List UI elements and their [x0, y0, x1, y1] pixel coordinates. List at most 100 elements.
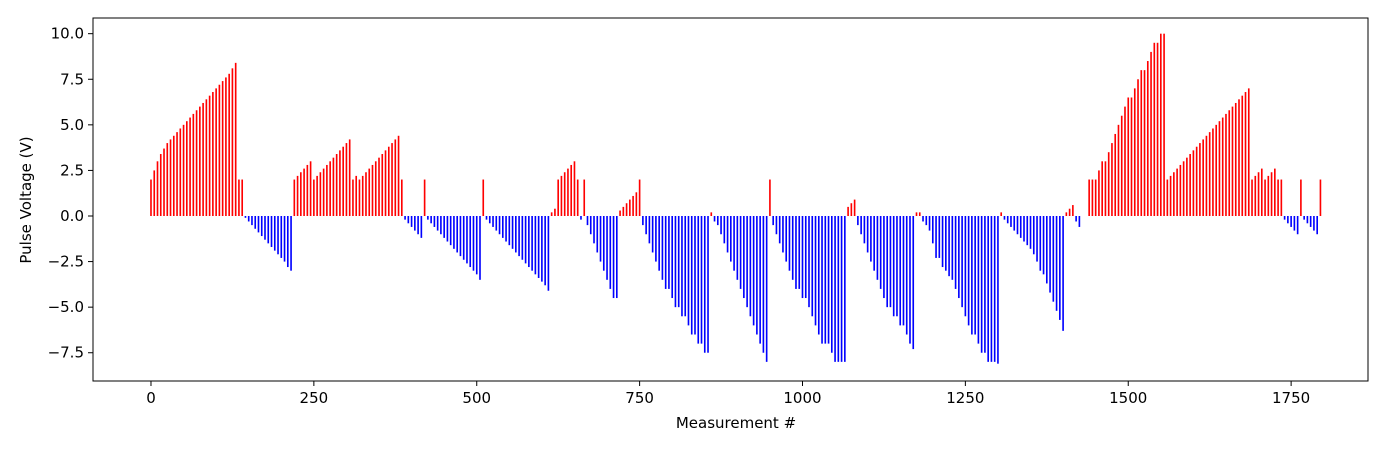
y-tick-label: −5.0	[48, 298, 84, 316]
bar	[1306, 216, 1309, 224]
bar	[863, 216, 866, 244]
bar	[821, 216, 823, 344]
x-tick-label: 1750	[1272, 389, 1310, 407]
bar	[319, 172, 322, 216]
bar	[534, 216, 537, 275]
bar	[316, 175, 318, 216]
bar	[883, 216, 885, 299]
bar	[433, 216, 436, 227]
bar	[1130, 97, 1133, 216]
bar	[1316, 216, 1318, 235]
bar	[941, 216, 944, 268]
bar	[739, 216, 742, 289]
bar	[1091, 179, 1094, 216]
bar	[1140, 70, 1143, 216]
bar	[387, 146, 390, 216]
bar	[371, 164, 374, 216]
bar	[410, 216, 413, 227]
bar	[609, 216, 612, 289]
bar	[902, 216, 905, 326]
bar	[1274, 168, 1276, 216]
bar	[508, 216, 511, 246]
bar	[958, 216, 960, 299]
bar	[518, 216, 520, 257]
bar	[1016, 216, 1019, 235]
bar	[466, 216, 468, 264]
bar	[355, 175, 358, 216]
bar	[1293, 216, 1296, 231]
bar	[964, 216, 967, 317]
bar	[651, 216, 654, 253]
bar	[303, 168, 305, 216]
bar	[1205, 135, 1208, 216]
bar	[844, 216, 846, 362]
bar	[889, 216, 892, 308]
bar	[928, 216, 931, 231]
bar	[573, 161, 576, 216]
bar	[192, 113, 195, 216]
bar	[1179, 164, 1182, 216]
bar	[1189, 154, 1191, 216]
y-tick-label: 7.5	[60, 70, 84, 88]
bar	[576, 179, 579, 216]
bar	[378, 157, 380, 216]
bar	[397, 135, 400, 216]
bar	[420, 216, 423, 238]
bar	[687, 216, 690, 326]
bar	[860, 216, 862, 235]
bar	[1143, 70, 1146, 216]
bar	[215, 88, 217, 216]
bar	[814, 216, 817, 326]
bar	[925, 216, 928, 226]
bar	[915, 212, 918, 216]
bar	[785, 216, 788, 262]
bar	[804, 216, 807, 299]
bar	[596, 216, 599, 253]
bar	[1045, 216, 1048, 284]
bar	[886, 216, 889, 308]
bar	[918, 212, 921, 216]
bar	[212, 92, 214, 216]
bar	[511, 216, 514, 249]
bar	[264, 216, 266, 240]
bar	[1202, 139, 1204, 216]
bar	[270, 216, 273, 247]
bar	[850, 203, 853, 216]
bar	[830, 216, 833, 353]
bar	[853, 199, 856, 216]
bar	[1169, 175, 1172, 216]
bar	[296, 175, 299, 216]
bar	[632, 195, 634, 216]
bar	[668, 216, 670, 289]
bar	[1247, 88, 1250, 216]
bar	[837, 216, 840, 362]
bar	[730, 216, 732, 262]
bar	[1199, 143, 1201, 216]
bar	[1163, 33, 1165, 216]
bar	[1313, 216, 1315, 231]
bar	[1186, 157, 1188, 216]
bar	[1260, 168, 1263, 216]
bar	[247, 216, 250, 222]
bar	[417, 216, 419, 235]
bar	[756, 216, 758, 335]
bar	[762, 216, 765, 353]
bar	[817, 216, 820, 335]
bar	[811, 216, 814, 317]
bar	[241, 179, 244, 216]
y-tick-label: −2.5	[48, 253, 84, 271]
bar	[541, 216, 543, 282]
bar	[1059, 216, 1061, 320]
bar	[440, 216, 442, 235]
bar	[329, 161, 331, 216]
bar	[560, 175, 563, 216]
bar	[1098, 170, 1100, 216]
bar	[1264, 179, 1266, 216]
bar	[1013, 216, 1016, 231]
bar	[430, 216, 432, 224]
bar	[948, 216, 950, 277]
bar	[293, 179, 296, 216]
bar	[664, 216, 667, 289]
y-tick-label: 5.0	[60, 116, 84, 134]
